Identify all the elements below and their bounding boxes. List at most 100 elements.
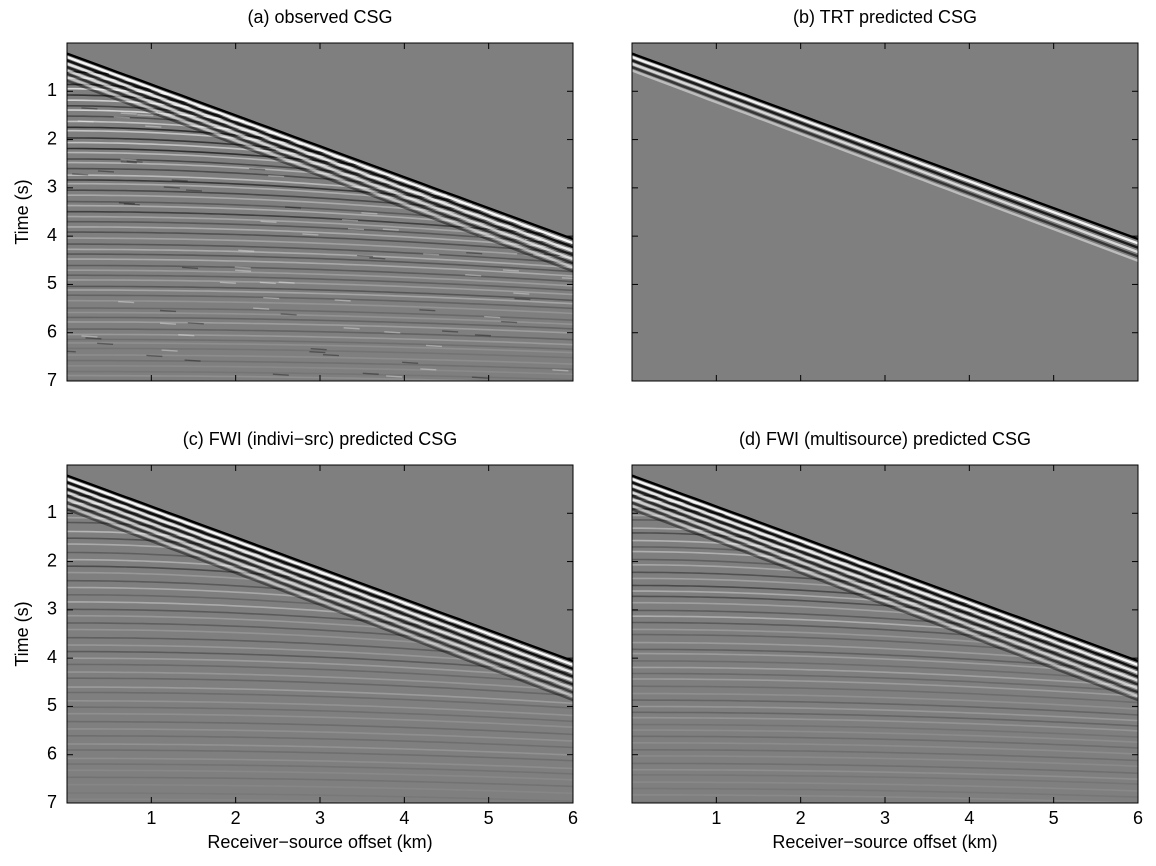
waveform — [67, 76, 573, 269]
noise — [126, 160, 143, 163]
noise — [163, 186, 180, 189]
waveform — [632, 705, 1138, 722]
waveform — [67, 182, 472, 206]
waveform — [67, 365, 573, 376]
waveform — [67, 677, 573, 697]
noise — [81, 107, 98, 110]
waveform — [67, 338, 573, 351]
waveform — [67, 299, 573, 315]
noise — [118, 300, 135, 304]
x-tick-label: 4 — [964, 808, 974, 828]
waveform — [67, 253, 573, 273]
waveform — [632, 59, 1138, 249]
noise — [514, 297, 531, 301]
y-tick-label: 2 — [47, 128, 57, 148]
noise — [175, 384, 191, 385]
noise — [465, 274, 482, 277]
y-tick-label: 4 — [47, 647, 57, 667]
waveform — [632, 723, 1138, 738]
noise — [217, 459, 233, 460]
waveform — [67, 769, 573, 781]
noise — [178, 334, 195, 337]
waveform — [632, 498, 1138, 690]
noise — [120, 112, 137, 115]
noise — [123, 203, 140, 206]
noise — [81, 335, 98, 338]
x-tick-label: 2 — [231, 808, 241, 828]
x-tick-label: 5 — [484, 808, 494, 828]
waveform — [67, 484, 573, 674]
noise — [369, 257, 386, 260]
x-tick-label: 1 — [146, 808, 156, 828]
waveform — [67, 243, 573, 264]
waveform — [67, 347, 573, 359]
noise — [187, 322, 204, 325]
waveform — [67, 311, 573, 326]
noise — [263, 296, 280, 300]
noise — [484, 315, 501, 319]
waveform — [67, 504, 573, 698]
waveform — [632, 65, 1138, 258]
noise — [471, 376, 488, 379]
noise — [136, 409, 152, 410]
noise — [347, 227, 365, 231]
waveform — [67, 622, 523, 646]
noise — [464, 440, 480, 441]
waveform — [632, 52, 1138, 241]
waveform — [67, 385, 573, 393]
noise — [342, 218, 359, 222]
waveform — [67, 294, 573, 310]
noise — [265, 411, 281, 412]
x-axis-label: Receiver−source offset (km) — [772, 832, 997, 852]
noise — [513, 292, 530, 295]
noise — [187, 413, 203, 414]
noise — [253, 307, 270, 310]
waveform — [632, 699, 1138, 716]
noise — [238, 249, 255, 252]
x-tick-label: 6 — [1133, 808, 1143, 828]
waveform — [67, 508, 573, 702]
noise — [343, 327, 360, 330]
noise — [380, 426, 396, 427]
waveform — [67, 79, 573, 273]
waveform — [67, 69, 573, 261]
waveform — [67, 167, 422, 189]
waveform — [67, 226, 573, 250]
waveform — [67, 258, 573, 277]
noise — [219, 281, 236, 284]
noise — [501, 320, 518, 324]
noise — [357, 254, 374, 258]
x-tick-label: 3 — [880, 808, 890, 828]
waveform — [67, 712, 573, 728]
seismic-image — [632, 465, 1138, 803]
waveform — [632, 787, 1138, 798]
waveform — [67, 328, 573, 341]
noise — [159, 322, 177, 325]
waveform — [67, 72, 573, 265]
noise — [502, 269, 519, 272]
noise — [145, 125, 162, 128]
waveform — [67, 776, 573, 788]
waveform — [632, 648, 1138, 672]
noise — [334, 299, 351, 302]
noise — [538, 406, 554, 407]
waveform — [67, 274, 573, 292]
noise — [146, 354, 163, 358]
noise — [159, 309, 177, 313]
waveform — [632, 504, 1138, 698]
waveform — [632, 615, 1063, 639]
waveform — [67, 231, 573, 254]
waveform — [67, 686, 573, 705]
y-axis-label: Time (s) — [12, 179, 32, 244]
y-tick-label: 5 — [47, 273, 57, 293]
waveform — [632, 660, 1138, 682]
noise — [427, 421, 443, 422]
waveform — [632, 474, 1138, 663]
noise — [508, 421, 524, 422]
waveform — [67, 359, 573, 371]
waveform — [67, 481, 573, 671]
waveform — [632, 692, 1138, 710]
waveform — [632, 55, 1138, 245]
waveform — [67, 720, 573, 736]
waveform — [632, 477, 1138, 667]
